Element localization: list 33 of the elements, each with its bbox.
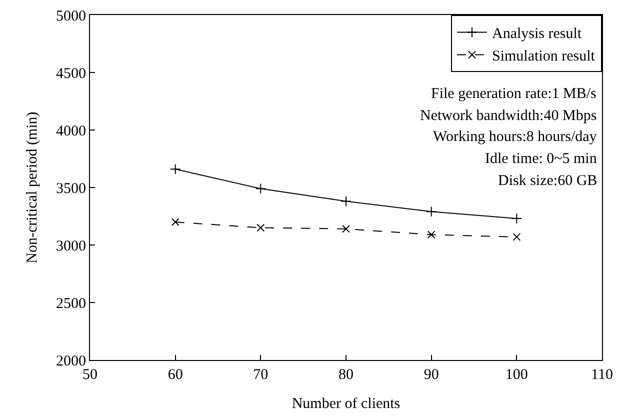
point — [511, 213, 522, 224]
point — [426, 206, 437, 218]
x-tick-label: 100 — [505, 367, 528, 383]
point — [255, 183, 266, 194]
x-tick-label: 90 — [424, 367, 439, 383]
y-tick-label: 3000 — [56, 238, 86, 254]
legend-label: Simulation result — [492, 48, 596, 65]
y-tick-label: 3500 — [56, 180, 86, 197]
legend-label: Analysis result — [492, 26, 582, 42]
y-tick-label: 4000 — [56, 123, 86, 140]
x-tick-label: 50 — [82, 367, 98, 383]
y-tick-label: 2500 — [56, 296, 86, 312]
x-tick-label: 60 — [168, 367, 183, 383]
x-axis-title: Number of clients — [292, 396, 400, 412]
x-tick-label: 110 — [591, 367, 613, 383]
point — [256, 224, 265, 232]
point — [427, 230, 436, 239]
annotation: Idle time: 0~5 min — [485, 151, 598, 167]
point — [512, 232, 521, 241]
point — [171, 218, 180, 226]
annotation: Working hours:8 hours/day — [433, 129, 598, 145]
y-axis-title: Non-critical period (min) — [24, 112, 40, 264]
y-tick-label: 2000 — [56, 353, 86, 370]
x-tick-label: 80 — [338, 367, 354, 383]
annotation: Network bandwidth:40 Mbps — [420, 108, 597, 124]
point — [170, 164, 181, 174]
y-tick-label: 4500 — [56, 66, 86, 82]
x-tick-label: 70 — [253, 367, 268, 383]
annotation: File generation rate:1 MB/s — [431, 86, 597, 102]
annotation: Disk size:60 GB — [498, 173, 598, 189]
point — [342, 224, 350, 233]
y-tick-label: 5000 — [56, 8, 86, 24]
point — [340, 196, 352, 207]
